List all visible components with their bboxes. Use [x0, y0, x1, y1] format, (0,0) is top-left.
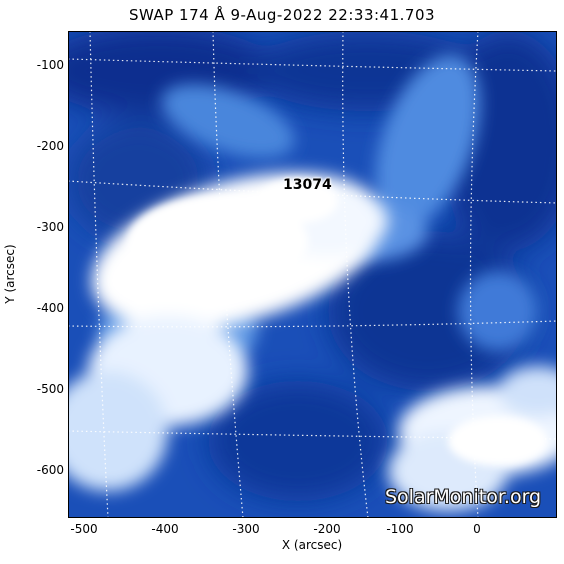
active-region-label: 13074: [283, 177, 332, 193]
y-tick-label: -100: [36, 58, 64, 72]
x-tick-label: -400: [151, 522, 179, 536]
y-axis-title: Y (arcsec): [3, 244, 17, 304]
x-tick-label: -300: [232, 522, 260, 536]
image-title: SWAP 174 Å 9-Aug-2022 22:33:41.703: [128, 6, 436, 24]
y-tick-label: -600: [36, 463, 64, 477]
watermark-text: SolarMonitor.org: [385, 486, 542, 508]
swap-euv-image: [68, 31, 557, 518]
solar-image: [68, 31, 557, 518]
x-tick-label: -100: [386, 522, 414, 536]
y-tick-label: -200: [36, 139, 64, 153]
y-tick-label: -400: [36, 301, 64, 315]
y-tick-label: -500: [36, 382, 64, 396]
x-tick-label: -500: [70, 522, 98, 536]
x-tick-label: -200: [313, 522, 341, 536]
x-tick-label: 0: [473, 522, 481, 536]
x-axis-title: X (arcsec): [281, 538, 343, 552]
y-tick-label: -300: [36, 220, 64, 234]
heliographic-grid: [68, 31, 557, 518]
